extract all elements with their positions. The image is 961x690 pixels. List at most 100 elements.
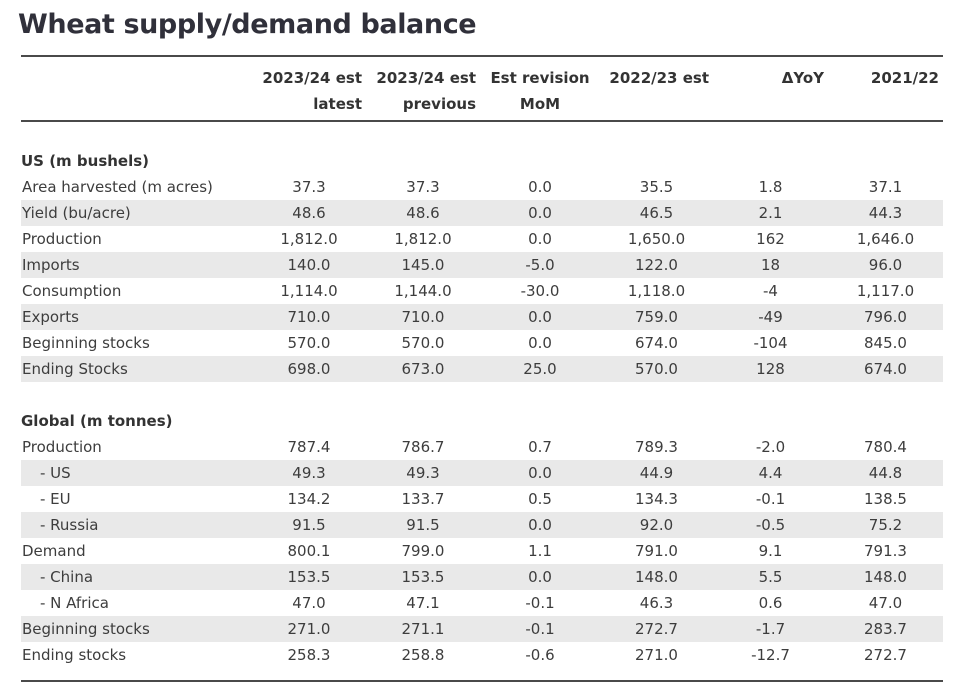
cell: 0.0 — [528, 334, 552, 352]
row-label: Production — [22, 230, 102, 248]
cell: 796.0 — [828, 304, 943, 330]
header-line: 2022/23 est — [609, 69, 709, 87]
cell: 148.0 — [600, 564, 713, 590]
cell: 710.0 — [252, 304, 366, 330]
header-line: previous — [402, 95, 476, 113]
cell: 75.2 — [828, 512, 943, 538]
cell: 2.1 — [713, 200, 828, 226]
table-row: - EU 134.2 133.7 0.5 134.3 -0.1 138.5 — [21, 486, 943, 512]
header-line: Est revision — [490, 69, 590, 87]
row-label: - N Africa — [40, 594, 109, 612]
cell: 1,118.0 — [627, 282, 686, 300]
cell: -0.1 — [755, 490, 786, 508]
cell: 140.0 — [252, 252, 366, 278]
cell: 674.0 — [635, 334, 678, 352]
cell: 47.0 — [868, 594, 903, 612]
cell: 0.0 — [480, 512, 600, 538]
table-row: Production 1,812.0 1,812.0 0.0 1,650.0 1… — [21, 226, 943, 252]
cell: 0.7 — [528, 438, 552, 456]
cell: 780.4 — [864, 438, 907, 456]
cell: 1,117.0 — [856, 282, 915, 300]
cell: 673.0 — [366, 356, 480, 382]
cell: -1.7 — [713, 616, 828, 642]
cell: 153.5 — [366, 564, 480, 590]
column-header-2023-24-previous: 2023/24 est previous — [366, 55, 480, 122]
cell: 570.0 — [401, 334, 445, 352]
cell: 138.5 — [864, 490, 907, 508]
cell: -4 — [763, 282, 778, 300]
cell: 845.0 — [864, 334, 907, 352]
cell: -0.6 — [525, 646, 555, 664]
cell: 272.7 — [600, 616, 713, 642]
cell: 1,650.0 — [627, 230, 686, 248]
table-row: - Russia 91.5 91.5 0.0 92.0 -0.5 75.2 — [21, 512, 943, 538]
cell: 9.1 — [758, 542, 783, 560]
table-row: - US 49.3 49.3 0.0 44.9 4.4 44.8 — [21, 460, 943, 486]
cell: 5.5 — [713, 564, 828, 590]
cell: 0.0 — [480, 460, 600, 486]
cell: 0.5 — [528, 490, 552, 508]
cell: 48.6 — [252, 200, 366, 226]
row-label: - Russia — [21, 512, 252, 538]
cell: 1,812.0 — [280, 230, 338, 248]
column-header-2021-22: 2021/22 — [828, 55, 943, 122]
cell: 153.5 — [252, 564, 366, 590]
cell: 799.0 — [401, 542, 445, 560]
section-header-us: US (m bushels) — [21, 148, 943, 174]
cell: 18 — [713, 252, 828, 278]
table-row: Beginning stocks 271.0 271.1 -0.1 272.7 … — [21, 616, 943, 642]
table-row: Production 787.4 786.7 0.7 789.3 -2.0 78… — [21, 434, 943, 460]
row-label: Ending Stocks — [21, 356, 252, 382]
cell: 787.4 — [287, 438, 331, 456]
spacer-row — [21, 121, 943, 148]
table-row: Imports 140.0 145.0 -5.0 122.0 18 96.0 — [21, 252, 943, 278]
row-label: Exports — [21, 304, 252, 330]
cell: 44.8 — [828, 460, 943, 486]
cell: 133.7 — [401, 490, 445, 508]
cell: 134.3 — [635, 490, 678, 508]
cell: 258.8 — [401, 646, 445, 664]
table-row: Consumption 1,114.0 1,144.0 -30.0 1,118.… — [21, 278, 943, 304]
table-row: Beginning stocks 570.0 570.0 0.0 674.0 -… — [21, 330, 943, 356]
row-label: Consumption — [22, 282, 122, 300]
cell: 47.0 — [292, 594, 326, 612]
cell: -0.1 — [525, 594, 555, 612]
supply-demand-table: 2023/24 est latest 2023/24 est previous … — [21, 55, 943, 682]
cell: 4.4 — [713, 460, 828, 486]
cell: -104 — [753, 334, 788, 352]
row-label: Yield (bu/acre) — [21, 200, 252, 226]
header-row: 2023/24 est latest 2023/24 est previous … — [21, 55, 943, 122]
cell: -2.0 — [755, 438, 786, 456]
cell: 96.0 — [828, 252, 943, 278]
table-row: Area harvested (m acres) 37.3 37.3 0.0 3… — [21, 174, 943, 200]
section-header-global: Global (m tonnes) — [21, 408, 943, 434]
cell: 271.0 — [252, 616, 366, 642]
column-header-2022-23-est: 2022/23 est — [600, 55, 713, 122]
table-header: 2023/24 est latest 2023/24 est previous … — [21, 55, 943, 122]
spacer-row — [21, 382, 943, 408]
cell: 786.7 — [401, 438, 445, 456]
row-label: Beginning stocks — [22, 334, 150, 352]
cell: 91.5 — [252, 512, 366, 538]
cell: 49.3 — [252, 460, 366, 486]
column-header-empty — [21, 55, 252, 122]
table-row: Ending stocks 258.3 258.8 -0.6 271.0 -12… — [21, 642, 943, 668]
table-row: Ending Stocks 698.0 673.0 25.0 570.0 128… — [21, 356, 943, 382]
row-label: - US — [21, 460, 252, 486]
cell: 271.0 — [635, 646, 678, 664]
bottom-rule-row — [21, 668, 943, 682]
cell: 271.1 — [366, 616, 480, 642]
row-label: Imports — [21, 252, 252, 278]
cell: 91.5 — [366, 512, 480, 538]
cell: 46.3 — [639, 594, 674, 612]
figure-title: Wheat supply/demand balance — [18, 9, 477, 40]
cell: 0.6 — [758, 594, 783, 612]
table-row: - N Africa 47.0 47.1 -0.1 46.3 0.6 47.0 — [21, 590, 943, 616]
header-line: MoM — [519, 95, 561, 113]
row-label: Area harvested (m acres) — [22, 178, 213, 196]
cell: -30.0 — [520, 282, 560, 300]
cell: 283.7 — [828, 616, 943, 642]
section-title: US (m bushels) — [21, 152, 150, 170]
table-body: US (m bushels) Area harvested (m acres) … — [21, 121, 943, 682]
